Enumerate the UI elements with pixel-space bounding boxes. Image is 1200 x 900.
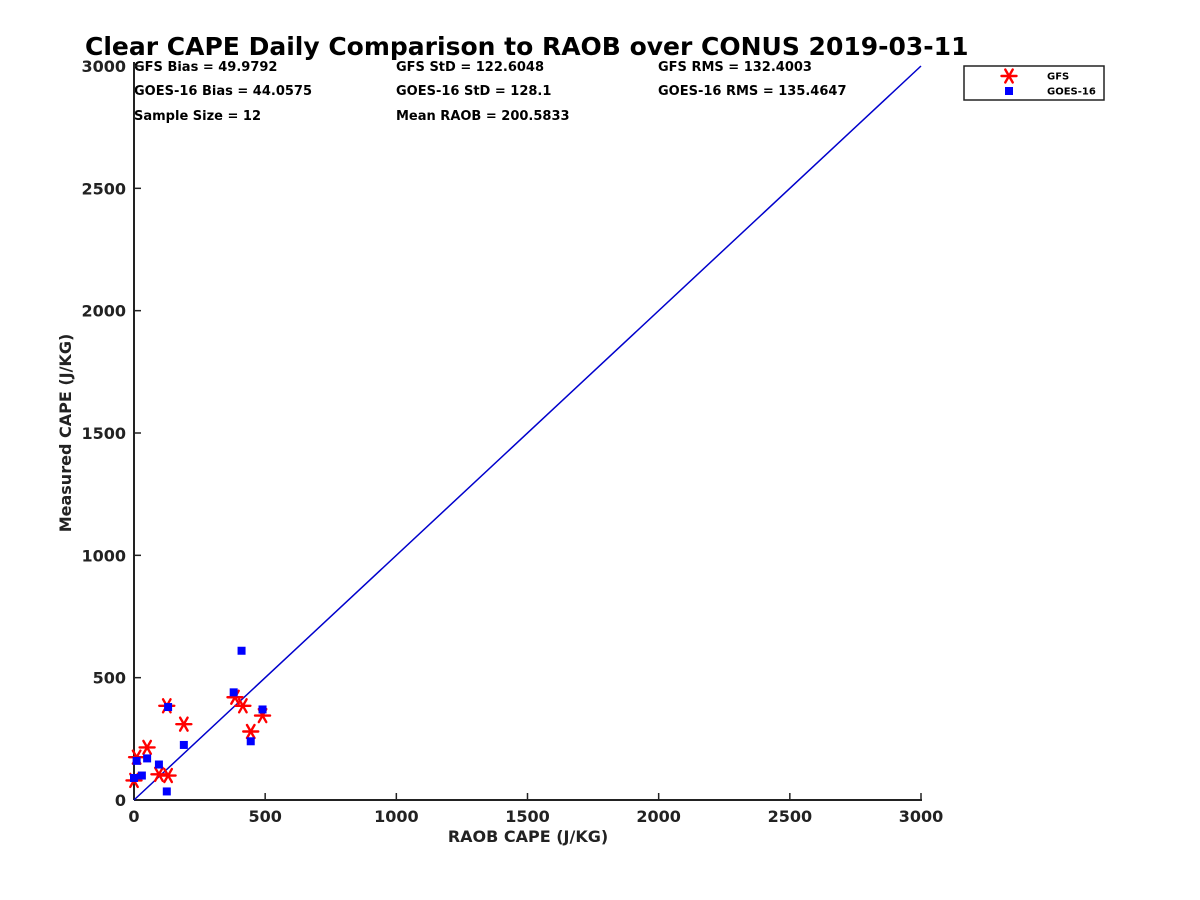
stats-block: GFS Bias = 49.9792 GFS StD = 122.6048 GFS …: [134, 60, 847, 124]
x-ticks: 0 500 1000 1500 2000 2500 3000: [128, 793, 943, 826]
x-tick-label: 500: [248, 807, 281, 826]
data-points: [125, 646, 272, 796]
goes16-point: [143, 754, 152, 763]
goes16-point: [179, 740, 188, 749]
legend-marker-goes16: [1005, 87, 1013, 95]
chart-title: Clear CAPE Daily Comparison to RAOB over…: [85, 32, 968, 61]
stat-text: Mean RAOB = 200.5833: [396, 109, 570, 124]
x-tick-label: 2500: [768, 807, 813, 826]
goes16-point: [162, 787, 171, 796]
goes16-point: [258, 705, 267, 714]
goes16-point: [137, 771, 146, 780]
goes16-point: [246, 737, 255, 746]
goes16-point: [164, 703, 173, 712]
legend-label: GOES-16: [1047, 87, 1096, 98]
y-tick-label: 2500: [81, 179, 126, 198]
goes16-point: [154, 760, 163, 769]
legend-label: GFS: [1047, 72, 1069, 83]
one-to-one-line: [133, 65, 922, 801]
gfs-point: [175, 716, 193, 732]
legend-box: [963, 65, 1105, 101]
y-axis-label: Measured CAPE (J/KG): [56, 334, 75, 533]
stat-text: Sample Size = 12: [134, 109, 261, 124]
goes16-point: [132, 756, 141, 765]
gfs-point: [234, 698, 252, 714]
stat-text: GOES-16 Bias = 44.0575: [134, 84, 312, 99]
x-tick-label: 2000: [636, 807, 681, 826]
x-tick-label: 1500: [505, 807, 550, 826]
y-tick-label: 3000: [81, 57, 126, 76]
gfs-point: [138, 739, 156, 756]
y-tick-label: 2000: [81, 302, 126, 321]
gfs-point: [159, 767, 177, 784]
x-tick-label: 3000: [899, 807, 944, 826]
gfs-point: [242, 723, 260, 740]
goes16-point: [130, 773, 138, 782]
legend-marker-gfs: [1000, 68, 1018, 84]
stat-text: GFS StD = 122.6048: [396, 60, 544, 75]
stat-text: GFS Bias = 49.9792: [134, 60, 277, 75]
y-ticks: 0 500 1000 1500 2000 2500 3000: [81, 57, 141, 810]
x-tick-label: 0: [128, 807, 139, 826]
x-axis-label: RAOB CAPE (J/KG): [448, 827, 608, 846]
stat-text: GFS RMS = 132.4003: [658, 60, 812, 75]
legend: GFS GOES-16: [963, 65, 1105, 101]
stat-text: GOES-16 StD = 128.1: [396, 84, 551, 99]
goes16-point: [229, 688, 238, 697]
gfs-point: [150, 766, 168, 783]
y-tick-label: 500: [93, 669, 126, 688]
y-tick-label: 1500: [81, 424, 126, 443]
y-tick-label: 1000: [81, 546, 126, 565]
goes16-point: [237, 646, 246, 655]
x-tick-label: 1000: [374, 807, 419, 826]
y-tick-label: 0: [115, 791, 126, 810]
stat-text: GOES-16 RMS = 135.4647: [658, 84, 847, 99]
